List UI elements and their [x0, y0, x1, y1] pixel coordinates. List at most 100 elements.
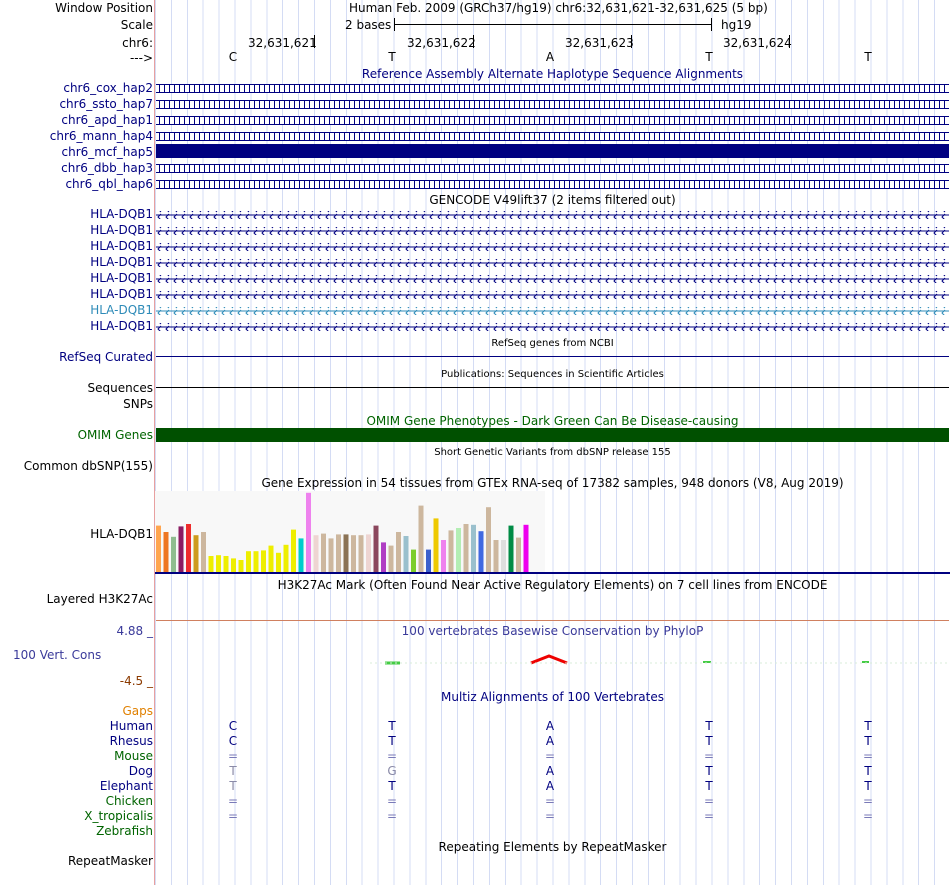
alt-haplo-label[interactable]: chr6_dbb_hap3 — [61, 161, 153, 175]
gtex-bar[interactable] — [223, 556, 229, 572]
gtex-bar[interactable] — [283, 544, 289, 572]
pubs-feature[interactable] — [156, 387, 949, 388]
gencode-gene-label[interactable]: HLA-DQB1 — [90, 223, 153, 237]
multiz-species-label[interactable]: Dog — [128, 764, 153, 778]
gtex-bar[interactable] — [246, 551, 251, 572]
gtex-bar[interactable] — [396, 532, 401, 572]
phylop-track[interactable] — [155, 650, 950, 670]
gencode-gene-label[interactable]: HLA-DQB1 — [90, 319, 153, 333]
gtex-bar[interactable] — [208, 556, 214, 572]
gtex-bar[interactable] — [186, 524, 191, 572]
gtex-bar[interactable] — [343, 534, 349, 572]
alt-haplo-label[interactable]: chr6_mann_hap4 — [49, 129, 153, 143]
gtex-bar[interactable] — [508, 525, 514, 572]
gtex-bar[interactable] — [433, 518, 439, 572]
gtex-bar[interactable] — [486, 507, 491, 572]
gtex-bar[interactable] — [456, 528, 461, 572]
snps-label[interactable]: SNPs — [123, 397, 153, 411]
gtex-bar[interactable] — [321, 533, 326, 572]
phylop-label[interactable]: 100 Vert. Cons — [13, 648, 102, 662]
gencode-gene-label[interactable]: HLA-DQB1 — [90, 287, 153, 301]
gtex-bar[interactable] — [501, 540, 506, 572]
alt-haplo-feature[interactable] — [156, 180, 949, 189]
gencode-gene-label[interactable]: HLA-DQB1 — [90, 255, 153, 269]
gtex-bar[interactable] — [336, 534, 341, 572]
gtex-bar[interactable] — [201, 532, 206, 572]
strand-label[interactable]: ---> — [129, 51, 153, 65]
gtex-bar[interactable] — [418, 505, 424, 572]
gtex-bar[interactable] — [261, 550, 266, 572]
gencode-gene-label[interactable]: HLA-DQB1 — [90, 303, 153, 317]
gtex-bar[interactable] — [381, 542, 386, 572]
alt-haplo-feature-solid[interactable] — [156, 144, 949, 158]
gtex-bar[interactable] — [478, 531, 484, 572]
gtex-bar[interactable] — [441, 540, 446, 572]
gtex-bar[interactable] — [493, 540, 499, 572]
omim-feature[interactable] — [156, 428, 949, 442]
alt-haplo-feature[interactable] — [156, 116, 949, 125]
multiz-species-label[interactable]: Chicken — [105, 794, 153, 808]
alt-haplo-feature[interactable] — [156, 132, 949, 141]
gtex-bar[interactable] — [178, 526, 184, 572]
alt-haplo-label[interactable]: chr6_cox_hap2 — [63, 81, 153, 95]
alt-haplo-feature[interactable] — [156, 100, 949, 109]
gtex-bar[interactable] — [366, 534, 371, 572]
pubs-label[interactable]: Sequences — [87, 381, 153, 395]
multiz-gaps-label[interactable]: Gaps — [122, 704, 153, 718]
multiz-base: T — [864, 719, 872, 733]
gtex-bar[interactable] — [268, 545, 274, 572]
gtex-bar[interactable] — [313, 535, 319, 572]
multiz-species-label[interactable]: Mouse — [114, 749, 153, 763]
gtex-bar[interactable] — [291, 529, 296, 572]
multiz-species-label[interactable]: Human — [109, 719, 153, 733]
gtex-bar[interactable] — [523, 524, 529, 572]
gtex-bar[interactable] — [216, 555, 221, 572]
gtex-bar-chart[interactable] — [155, 491, 950, 575]
gtex-bar[interactable] — [231, 558, 236, 572]
scale-bases: 2 bases — [345, 18, 392, 32]
multiz-species-label[interactable]: Elephant — [99, 779, 153, 793]
gtex-bar[interactable] — [463, 524, 469, 572]
gtex-bar[interactable] — [516, 537, 521, 572]
gtex-bar[interactable] — [298, 538, 304, 572]
gtex-bar[interactable] — [403, 536, 409, 572]
omim-label[interactable]: OMIM Genes — [77, 428, 153, 442]
gtex-bar[interactable] — [411, 549, 416, 572]
refseq-label[interactable]: RefSeq Curated — [59, 350, 153, 364]
gtex-bar[interactable] — [171, 536, 176, 572]
gencode-gene-label[interactable]: HLA-DQB1 — [90, 207, 153, 221]
repeat-label[interactable]: RepeatMasker — [67, 854, 153, 868]
gtex-bar[interactable] — [276, 552, 281, 572]
gtex-label[interactable]: HLA-DQB1 — [90, 527, 153, 541]
gencode-gene-label[interactable]: HLA-DQB1 — [90, 239, 153, 253]
alt-haplo-label[interactable]: chr6_ssto_hap7 — [59, 97, 153, 111]
gtex-bar[interactable] — [448, 530, 454, 572]
alt-haplo-label[interactable]: chr6_apd_hap1 — [61, 113, 153, 127]
gtex-bar[interactable] — [426, 549, 431, 572]
gencode-gene-label[interactable]: HLA-DQB1 — [90, 271, 153, 285]
gtex-bar[interactable] — [193, 535, 199, 572]
gencode-intron-lines[interactable] — [156, 205, 949, 335]
refseq-feature[interactable] — [156, 356, 949, 357]
gtex-bar[interactable] — [156, 525, 161, 572]
gtex-bar[interactable] — [351, 535, 356, 572]
gtex-bar[interactable] — [471, 524, 476, 572]
multiz-species-label[interactable]: Zebrafish — [96, 824, 153, 838]
gtex-bar[interactable] — [163, 532, 169, 572]
alt-haplo-label[interactable]: chr6_mcf_hap5 — [61, 145, 154, 159]
gtex-bar[interactable] — [238, 560, 244, 572]
multiz-base: = — [703, 809, 715, 823]
h3k27ac-label[interactable]: Layered H3K27Ac — [46, 592, 153, 606]
multiz-species-label[interactable]: Rhesus — [109, 734, 153, 748]
gtex-bar[interactable] — [358, 535, 364, 572]
alt-haplo-feature[interactable] — [156, 164, 949, 173]
gtex-bar[interactable] — [328, 538, 334, 572]
gtex-bar[interactable] — [306, 492, 311, 572]
multiz-species-label[interactable]: X_tropicalis — [84, 809, 153, 823]
alt-haplo-label[interactable]: chr6_qbl_hap6 — [65, 177, 153, 191]
alt-haplo-feature[interactable] — [156, 84, 949, 93]
gtex-bar[interactable] — [373, 525, 379, 572]
gtex-bar[interactable] — [388, 545, 394, 572]
dbsnp-label[interactable]: Common dbSNP(155) — [23, 459, 153, 473]
gtex-bar[interactable] — [253, 551, 259, 572]
